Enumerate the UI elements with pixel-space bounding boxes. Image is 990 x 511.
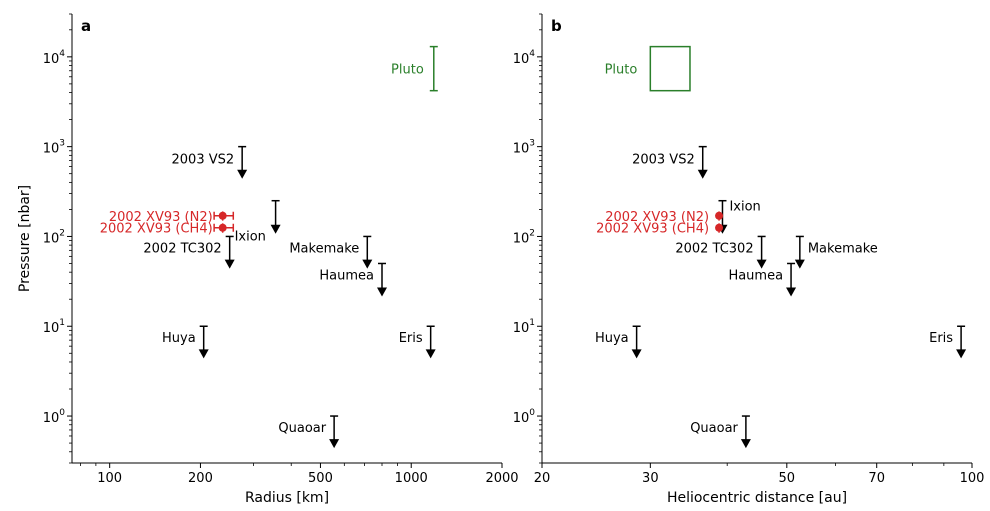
- panel-b-huya-arrow: [631, 349, 642, 359]
- panel-a-y-axis-title: Pressure [nbar]: [17, 185, 33, 292]
- panel-a-quaoar-label: Quaoar: [278, 421, 326, 436]
- panel-b-quaoar-label: Quaoar: [690, 421, 738, 436]
- panel-a-haumea-label: Haumea: [319, 268, 374, 283]
- panel-a-huya-arrow: [198, 349, 209, 359]
- panel-b-x-tick-label: 100: [960, 471, 985, 486]
- panel-b-x-tick-label: 30: [642, 471, 659, 486]
- panel-b-x-tick-label: 70: [868, 471, 885, 486]
- panel-a-detection-0-point: [218, 211, 227, 220]
- panel-b-2003-vs2-label: 2003 VS2: [632, 153, 695, 168]
- panel-b-detection-0-point: [715, 211, 724, 220]
- panel-a-detection-1-label: 2002 XV93 (CH4): [100, 222, 213, 237]
- panel-b-y-tick-label: 100: [513, 408, 536, 426]
- panel-b-eris-label: Eris: [929, 331, 953, 346]
- panel-b-y-tick-label: 104: [513, 49, 536, 67]
- panel-a-haumea-arrow: [377, 287, 388, 297]
- panel-a-makemake-label: Makemake: [289, 241, 359, 256]
- panel-b-y-tick-label: 101: [513, 318, 535, 336]
- panel-a-x-tick-label: 2000: [485, 471, 518, 486]
- panel-a-eris-arrow: [425, 349, 436, 359]
- panel-a-detection-0-label: 2002 XV93 (N2): [109, 210, 213, 225]
- panel-b-pluto-box: [649, 45, 691, 92]
- panel-b-2002-tc302-label: 2002 TC302: [675, 241, 753, 256]
- panel-a-y-tick-label: 100: [43, 408, 66, 426]
- panel-b-detection-1-point: [715, 223, 724, 232]
- panel-a-pluto-label: Pluto: [391, 63, 424, 78]
- panel-a-ixion-arrow: [270, 224, 281, 234]
- panel-a-ixion-label: Ixion: [235, 230, 266, 245]
- panel-b-x-tick-label: 20: [534, 471, 551, 486]
- panel-a-2002-tc302-arrow: [224, 259, 235, 269]
- panel-a-makemake-arrow: [362, 259, 373, 269]
- panel-a-eris-label: Eris: [399, 331, 423, 346]
- panel-b-label: b: [551, 17, 562, 35]
- panel-b-detection-0-label: 2002 XV93 (N2): [605, 210, 709, 225]
- panel-b-haumea-label: Haumea: [728, 268, 783, 283]
- panel-b-makemake-label: Makemake: [808, 241, 878, 256]
- panel-b-2002-tc302-arrow: [756, 259, 767, 269]
- panel-a-x-tick-label: 500: [308, 471, 333, 486]
- panel-a-label: a: [81, 17, 91, 35]
- panel-a-y-tick-label: 103: [43, 139, 65, 157]
- panel-a-x-tick-label: 200: [188, 471, 213, 486]
- panel-a-y-tick-label: 104: [43, 49, 66, 67]
- panel-a-2003-vs2-label: 2003 VS2: [172, 153, 235, 168]
- panel-b-eris-arrow: [956, 349, 967, 359]
- panel-a-x-tick-label: 1000: [395, 471, 428, 486]
- panel-b-pluto-label: Pluto: [605, 63, 638, 78]
- panel-a-quaoar-arrow: [329, 439, 340, 449]
- panel-b-quaoar-arrow: [740, 439, 751, 449]
- panel-b-makemake-arrow: [794, 259, 805, 269]
- panel-b-detection-1-label: 2002 XV93 (CH4): [596, 222, 709, 237]
- panel-b-haumea-arrow: [786, 287, 797, 297]
- panel-a-y-tick-label: 102: [43, 228, 65, 246]
- panel-b-x-tick-label: 50: [779, 471, 796, 486]
- panel-b-y-tick-label: 102: [513, 228, 535, 246]
- panel-a-x-axis-title: Radius [km]: [245, 490, 329, 506]
- panel-b-2003-vs2-arrow: [697, 169, 708, 179]
- panel-b-huya-label: Huya: [595, 331, 629, 346]
- panel-b-ixion-label: Ixion: [729, 200, 760, 215]
- panel-b-x-axis-title: Heliocentric distance [au]: [667, 490, 847, 506]
- panel-a-detection-1-point: [218, 223, 227, 232]
- panel-a-huya-label: Huya: [162, 331, 196, 346]
- panel-b-y-tick-label: 103: [513, 139, 535, 157]
- panel-a-y-tick-label: 101: [43, 318, 65, 336]
- panel-a-2003-vs2-arrow: [237, 169, 248, 179]
- panel-a-x-tick-label: 100: [97, 471, 122, 486]
- panel-a-2002-tc302-label: 2002 TC302: [143, 241, 221, 256]
